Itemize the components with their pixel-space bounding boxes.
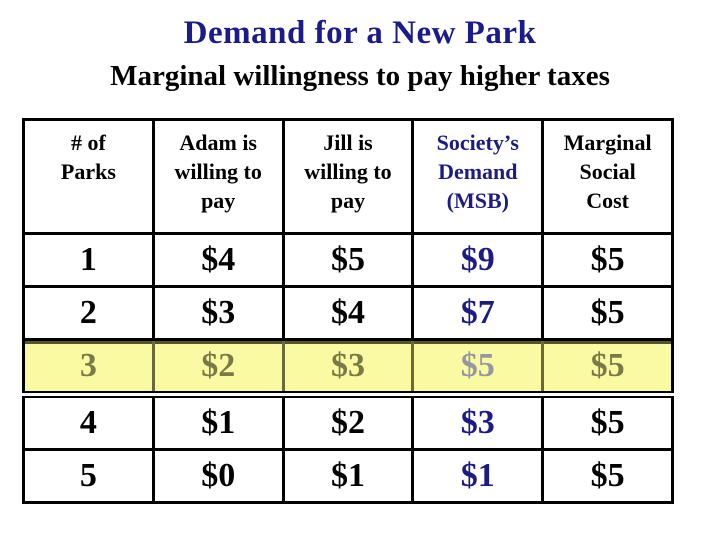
cell-msc: $5 <box>541 338 674 398</box>
cell-jill: $1 <box>281 448 415 504</box>
cell-adam: $3 <box>151 285 285 341</box>
cell-jill: $3 <box>281 338 415 398</box>
col-header-num-parks: # of Parks <box>22 118 155 235</box>
col-header-society-demand-msb: Society’s Demand (MSB) <box>411 118 545 235</box>
cell-jill: $5 <box>281 232 415 288</box>
cell-adam: $4 <box>151 232 285 288</box>
cell-msc: $5 <box>541 448 674 504</box>
table-row: 1 $4 $5 $9 $5 <box>22 232 674 288</box>
cell-jill: $2 <box>281 393 415 451</box>
col-header-adam-wtp: Adam is willing to pay <box>151 118 285 235</box>
cell-msb: $3 <box>411 393 545 451</box>
cell-adam: $0 <box>151 448 285 504</box>
cell-parks: 1 <box>22 232 155 288</box>
cell-msc: $5 <box>541 285 674 341</box>
cell-parks: 4 <box>22 393 155 451</box>
cell-msc: $5 <box>541 232 674 288</box>
page-title: Demand for a New Park <box>183 15 537 51</box>
cell-msb: $9 <box>411 232 545 288</box>
cell-adam: $1 <box>151 393 285 451</box>
table-header: # of Parks Adam is willing to pay Jill i… <box>22 118 674 235</box>
cell-parks: 2 <box>22 285 155 341</box>
table-row: 5 $0 $1 $1 $5 <box>22 448 674 504</box>
cell-jill: $4 <box>281 285 415 341</box>
cell-msb: $7 <box>411 285 545 341</box>
table-row: 4 $1 $2 $3 $5 <box>22 393 674 451</box>
cell-msb: $5 <box>411 338 545 398</box>
cell-parks: 5 <box>22 448 155 504</box>
col-header-jill-wtp: Jill is willing to pay <box>281 118 415 235</box>
cell-adam: $2 <box>151 338 285 398</box>
table-row-highlighted: 3 $2 $3 $5 $5 <box>22 338 674 398</box>
header-row: # of Parks Adam is willing to pay Jill i… <box>22 118 674 235</box>
col-header-marginal-social-cost: Marginal Social Cost <box>541 118 674 235</box>
table-row: 2 $3 $4 $7 $5 <box>22 285 674 341</box>
page-subtitle: Marginal willingness to pay higher taxes <box>110 60 610 92</box>
cell-parks: 3 <box>22 338 155 398</box>
demand-table: # of Parks Adam is willing to pay Jill i… <box>22 118 674 504</box>
table-body: 1 $4 $5 $9 $5 2 $3 $4 $7 $5 3 $2 $3 $5 $… <box>22 232 674 504</box>
cell-msc: $5 <box>541 393 674 451</box>
cell-msb: $1 <box>411 448 545 504</box>
